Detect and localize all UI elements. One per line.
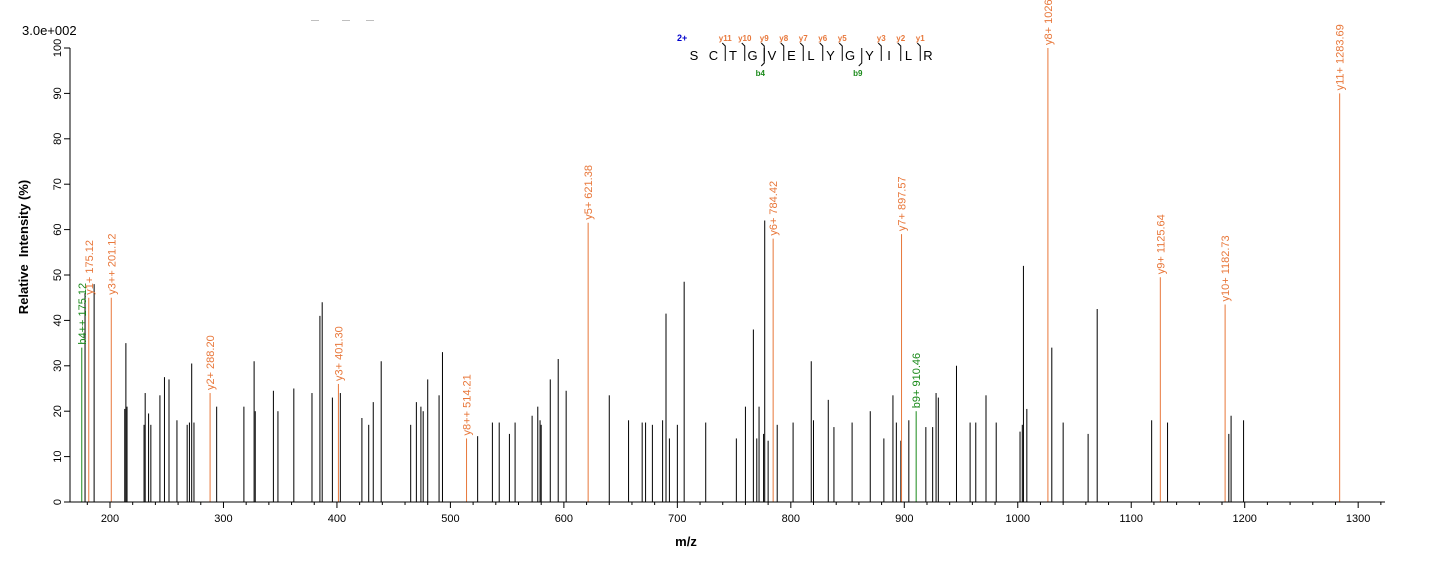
y-ion-marker: y3 (877, 34, 886, 43)
y-tick-label: 50 (52, 269, 64, 281)
x-tick-label: 700 (668, 513, 686, 525)
sequence-residue: C (709, 48, 718, 63)
x-tick-label: 900 (895, 513, 913, 525)
y-ion-marker: y1 (916, 34, 925, 43)
peak-label: y10+ 1182.73 (1220, 235, 1232, 301)
y-ion-marker: y7 (799, 34, 808, 43)
y-ion-marker: y8 (779, 34, 788, 43)
sequence-residue: Y (865, 48, 874, 63)
peak-label: y3++ 201.12 (106, 234, 118, 295)
y-ion-marker: y9 (760, 34, 769, 43)
peak-label: y7+ 897.57 (897, 176, 909, 231)
x-tick-label: 200 (101, 513, 119, 525)
x-tick-label: 500 (441, 513, 459, 525)
sequence-residue: G (747, 48, 757, 63)
y-ion-bracket (780, 42, 785, 61)
sequence-residue: R (923, 48, 932, 63)
y-ion-marker: y11 (719, 34, 732, 43)
y-tick-label: 90 (52, 87, 64, 99)
peak-label: y9+ 1125.64 (1155, 214, 1167, 274)
peak-label: y6+ 784.42 (768, 181, 780, 236)
x-tick-label: 800 (782, 513, 800, 525)
decor-dash-3 (366, 20, 374, 21)
peak-label: y11+ 1283.69 (1335, 24, 1347, 90)
peak-label: y8++ 514.21 (462, 374, 474, 435)
peak-label: y1+ 175.12 (84, 240, 96, 295)
charge-state: 2+ (677, 33, 687, 43)
x-tick-label: 300 (214, 513, 232, 525)
y-tick-label: 70 (52, 178, 64, 190)
x-tick-label: 1100 (1119, 513, 1143, 525)
b-ion-marker: b9 (853, 69, 863, 78)
y-ion-marker: y10 (738, 34, 752, 43)
y-tick-label: 20 (52, 405, 64, 417)
decor-dash-2 (342, 20, 350, 21)
y-ion-bracket (799, 42, 804, 61)
y-ion-bracket (819, 42, 824, 61)
x-tick-label: 1000 (1006, 513, 1030, 525)
y-ion-bracket (916, 42, 921, 61)
sequence-residue: L (807, 48, 814, 63)
y-tick-label: 60 (52, 223, 64, 235)
x-tick-label: 1300 (1346, 513, 1370, 525)
decor-dash-1 (311, 20, 319, 21)
y-ion-bracket (877, 42, 882, 61)
y-ion-bracket (897, 42, 902, 61)
peak-label: y3+ 401.30 (333, 326, 345, 381)
b-ion-bracket (858, 48, 863, 67)
y-axis-label: Relative Intensity (%) (16, 180, 31, 314)
y-tick-label: 0 (52, 499, 64, 505)
sequence-residue: L (905, 48, 912, 63)
x-tick-label: 1200 (1232, 513, 1256, 525)
y-tick-label: 40 (52, 314, 64, 326)
b-ion-marker: b4 (756, 69, 766, 78)
peak-label: y8+ 1026.57 (1043, 0, 1055, 45)
peak-label: y2+ 288.20 (205, 335, 217, 390)
x-axis-label: m/z (675, 534, 697, 549)
y-tick-label: 10 (52, 450, 64, 462)
y-ion-marker: y6 (818, 34, 827, 43)
y-ion-bracket (721, 42, 726, 61)
y-tick-label: 80 (52, 133, 64, 145)
y-ion-marker: y5 (838, 34, 847, 43)
x-tick-label: 400 (328, 513, 346, 525)
sequence-residue: Y (826, 48, 835, 63)
peak-label: b9+ 910.46 (911, 353, 923, 408)
peak-label: b4++ 175.12 (77, 283, 89, 345)
sequence-residue: S (690, 48, 699, 63)
y-ion-bracket (838, 42, 843, 61)
y-ion-marker: y2 (896, 34, 905, 43)
sequence-residue: I (887, 48, 891, 63)
b-ion-bracket (760, 48, 765, 67)
intensity-scale-label: 3.0e+002 (22, 23, 77, 38)
sequence-residue: E (787, 48, 796, 63)
y-tick-label: 30 (52, 360, 64, 372)
y-tick-label: 100 (52, 39, 64, 57)
x-tick-label: 600 (555, 513, 573, 525)
sequence-residue: G (845, 48, 855, 63)
sequence-residue: V (768, 48, 777, 63)
y-ion-bracket (741, 42, 746, 61)
sequence-residue: T (729, 48, 737, 63)
peak-label: y5+ 621.38 (583, 165, 595, 220)
